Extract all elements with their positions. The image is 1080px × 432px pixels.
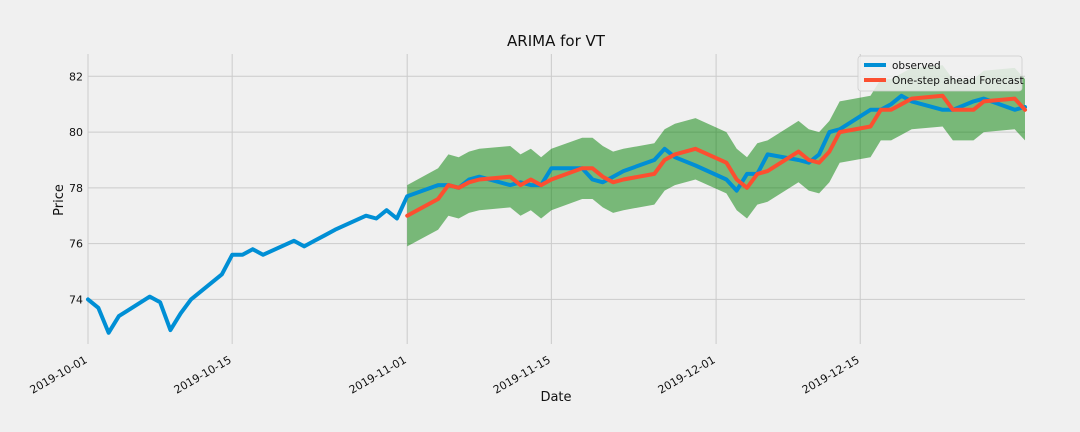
legend-box xyxy=(857,55,1023,92)
y-tick-label: 74 xyxy=(69,293,83,306)
forecast-line xyxy=(405,93,1027,218)
y-axis-title: Price xyxy=(52,184,67,216)
chart-title: ARIMA for VT xyxy=(507,32,606,50)
legend-observed-label: observed xyxy=(892,60,941,72)
y-tick-label: 80 xyxy=(69,126,83,139)
legend-forecast-label: One-step ahead Forecast xyxy=(892,75,1024,87)
series-lines xyxy=(86,93,1027,335)
y-tick-label: 82 xyxy=(69,70,83,83)
y-tick-labels: 74 76 78 80 82 xyxy=(69,70,83,306)
y-tick-label: 78 xyxy=(69,182,83,195)
observed-line xyxy=(86,93,1027,335)
x-axis-title: Date xyxy=(540,390,571,405)
legend: observed One-step ahead Forecast xyxy=(857,55,1024,92)
y-tick-label: 76 xyxy=(69,238,83,251)
